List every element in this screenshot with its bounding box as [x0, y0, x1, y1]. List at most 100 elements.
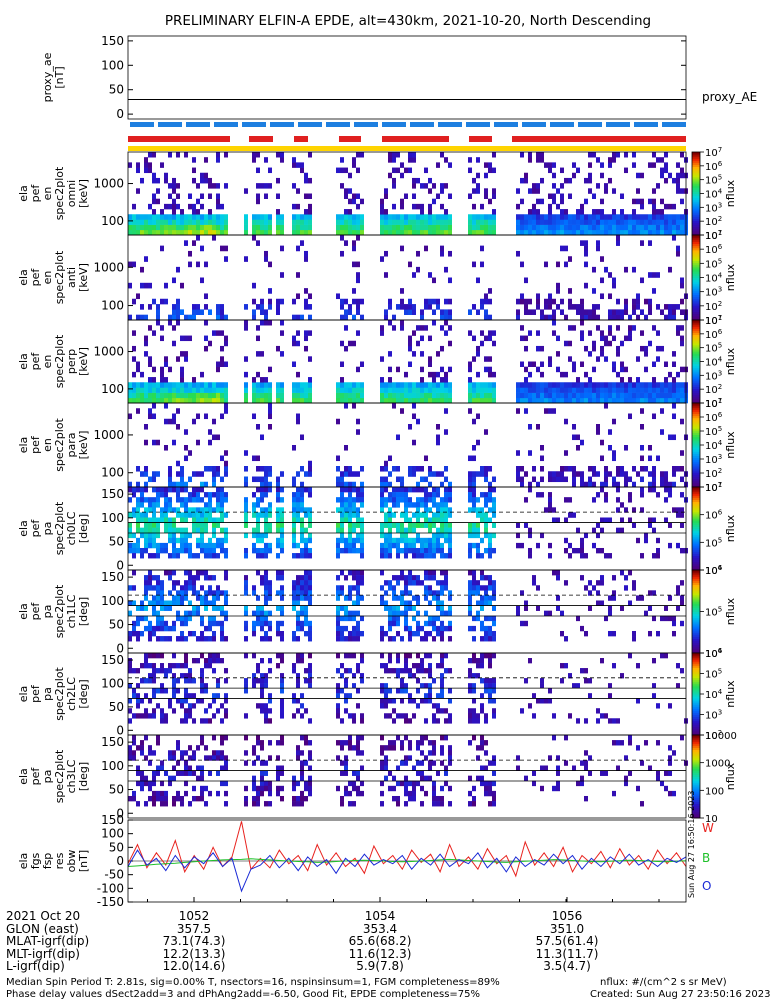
pa-cell — [352, 770, 356, 776]
pa-cell — [432, 703, 436, 709]
pa-cell — [436, 507, 440, 513]
pa-cell — [260, 785, 264, 792]
pa-cell — [448, 625, 452, 632]
spectrogram-cell — [244, 256, 248, 262]
pa-cell — [484, 527, 488, 534]
pa-cell — [188, 673, 192, 679]
pa-cell — [280, 708, 284, 714]
spectrogram-cell — [484, 219, 488, 225]
pa-cell — [200, 487, 204, 493]
spectrogram-cell — [344, 209, 348, 215]
pa-cell — [400, 683, 404, 689]
spectrogram-cell — [280, 320, 284, 326]
spectrogram-cell — [556, 397, 560, 404]
pa-cell — [468, 718, 472, 724]
spectrogram-cell — [136, 366, 140, 373]
pa-cell — [276, 755, 280, 761]
spectrogram-cell — [440, 377, 444, 383]
spectrogram-cell — [548, 219, 552, 225]
spectrogram-cell — [380, 209, 384, 215]
pa-cell — [280, 532, 284, 539]
spectrogram-cell — [652, 162, 656, 168]
pa-cell — [392, 775, 396, 782]
pa-cell — [648, 522, 652, 528]
pa-cell — [280, 507, 284, 513]
spectrogram-cell — [616, 152, 620, 158]
colorbar-cell — [692, 696, 700, 699]
spectrogram-cell — [660, 345, 664, 352]
spectrogram-cell — [156, 304, 160, 310]
spectrogram-cell — [200, 382, 204, 388]
pa-cell — [128, 745, 132, 751]
pa-cell — [636, 595, 640, 601]
spectrogram-cell — [180, 466, 184, 472]
pa-cell — [152, 537, 156, 544]
pa-cell — [592, 527, 596, 534]
pa-cell — [184, 527, 188, 534]
spectrogram-cell — [396, 219, 400, 225]
spectrogram-cell — [632, 397, 636, 404]
spectrogram-cell — [428, 272, 432, 278]
pa-cell — [356, 512, 360, 518]
spectrogram-cell — [252, 397, 256, 404]
pa-cell — [420, 553, 424, 559]
pa-cell — [564, 517, 568, 523]
spectrogram-cell — [636, 356, 640, 362]
spectrogram-cell — [532, 203, 536, 210]
spectrogram-cell — [608, 214, 612, 220]
pa-cell — [260, 678, 264, 684]
pa-cell — [484, 532, 488, 539]
spectrogram-cell — [356, 382, 360, 388]
spectrogram-cell — [608, 229, 612, 236]
exponent: 5 — [718, 536, 722, 544]
pa-cell — [428, 497, 432, 503]
pa-cell — [176, 507, 180, 513]
spectrogram-cell — [600, 351, 604, 357]
spectrogram-cell — [292, 335, 296, 342]
pa-cell — [384, 497, 388, 503]
pa-cell — [212, 542, 216, 549]
spectrogram-cell — [680, 219, 684, 225]
pa-cell — [304, 487, 308, 493]
spectrogram-cell — [540, 382, 544, 388]
pa-cell — [128, 547, 132, 554]
spectrogram-cell — [572, 434, 576, 441]
spectrogram-cell — [168, 418, 172, 425]
colorbar-tick-label: 107 — [705, 146, 722, 159]
spectrogram-cell — [352, 288, 356, 294]
pa-cell — [440, 580, 444, 586]
pa-cell — [340, 570, 344, 576]
colorbar-cell — [692, 346, 700, 350]
spectrogram-cell — [480, 298, 484, 305]
pa-cell — [588, 605, 592, 611]
spectrogram-cell — [620, 382, 624, 388]
pa-cell — [172, 663, 176, 669]
pa-cell — [388, 740, 392, 746]
pa-cell — [428, 492, 432, 498]
spectrogram-cell — [672, 235, 676, 241]
spectrogram-cell — [556, 351, 560, 357]
spectrogram-cell — [356, 235, 360, 241]
spectrogram-cell — [204, 320, 208, 326]
spectrogram-cell — [648, 382, 652, 388]
pa-cell — [156, 668, 160, 674]
spectrogram-cell — [180, 371, 184, 378]
pa-cell — [152, 678, 156, 684]
spectrogram-cell — [472, 418, 476, 425]
spectrogram-cell — [360, 229, 364, 236]
pa-cell — [172, 673, 176, 679]
pa-cell — [204, 605, 208, 611]
spectrogram-cell — [620, 466, 624, 472]
pa-cell — [216, 542, 220, 549]
spectrogram-cell — [300, 240, 304, 246]
colorbar-cell — [692, 468, 700, 471]
pa-cell — [336, 527, 340, 534]
pa-cell — [144, 527, 148, 534]
spectrogram-cell — [424, 304, 428, 310]
spectrogram-cell — [640, 198, 644, 205]
pa-cell — [292, 502, 296, 508]
spectrogram-cell — [552, 320, 556, 326]
spectrogram-cell — [388, 387, 392, 393]
spectrogram-cell — [212, 418, 216, 425]
